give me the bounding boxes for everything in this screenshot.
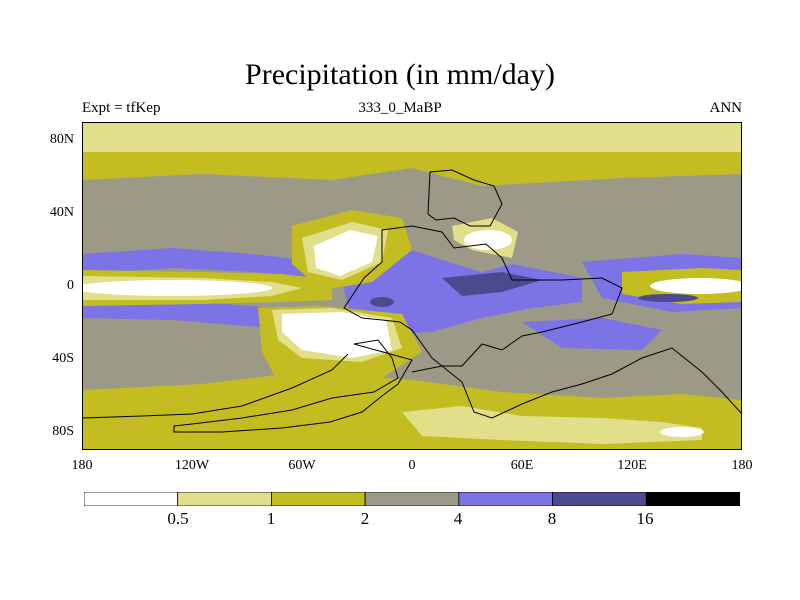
belt-east-dark [638, 294, 698, 302]
subtitle-left: Expt = tfKep [82, 100, 161, 116]
colorbar-swatch [645, 492, 740, 506]
colorbar-swatch [552, 492, 647, 506]
continent-outline [82, 169, 742, 433]
belt-white-eq [82, 280, 272, 296]
ne-white [464, 230, 512, 250]
chart-title: Precipitation (in mm/day) [245, 58, 555, 91]
subtitle-center: 333_0_MaBP [358, 100, 442, 116]
x-tick-label-60e: 60E [510, 458, 534, 473]
colorbar-label-4: 4 [453, 509, 463, 528]
colorbar-swatch [458, 492, 553, 506]
x-tick-label-120w: 120W [174, 458, 210, 473]
band-north-pale [82, 122, 742, 152]
colorbar-swatch [364, 492, 460, 506]
x-tick-label-0: 0 [408, 458, 416, 473]
x-tick-label-180w: 180 [71, 458, 93, 473]
belt-east-white [650, 278, 742, 294]
x-tick-label-120e: 120E [617, 458, 647, 473]
subtitle-right: ANN [709, 100, 743, 116]
colorbar-label-1: 1 [266, 509, 276, 528]
colorbar-label-2: 2 [360, 509, 370, 528]
belt-blue-north [82, 248, 322, 278]
y-tick-label-0: 0 [67, 278, 74, 293]
continent-dark [442, 272, 542, 296]
band-north-olive [82, 152, 742, 186]
y-tick-label-40n: 40N [49, 205, 74, 220]
y-tick-label-80s: 80S [52, 424, 74, 439]
colorbar [84, 492, 740, 506]
y-tick-label-80n: 80N [49, 132, 74, 147]
colorbar-swatch [84, 492, 179, 506]
x-tick-label-60w: 60W [288, 458, 316, 473]
colorbar-label-16: 16 [636, 509, 654, 528]
colorbar-label-0-5: 0.5 [167, 509, 189, 528]
se-blue [522, 318, 662, 350]
colorbar-swatch [271, 492, 366, 506]
precipitation-map [82, 122, 742, 450]
north-white-bulge [314, 230, 378, 276]
band-south-pale [402, 406, 702, 444]
patch-white-sw [660, 427, 704, 437]
colorbar-label-8: 8 [547, 509, 557, 528]
colorbar-swatch [177, 492, 272, 506]
x-tick-label-180e: 180 [731, 458, 753, 473]
y-tick-label-40s: 40S [52, 351, 74, 366]
belt-blue-south [82, 298, 312, 328]
continent-dark-2 [370, 297, 394, 307]
plot-frame [82, 122, 742, 450]
